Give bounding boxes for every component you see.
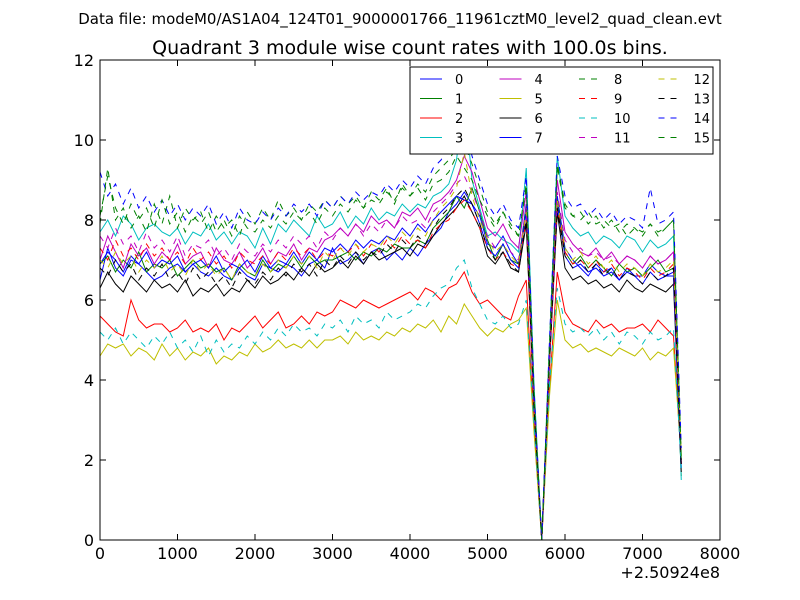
series-line-6 <box>100 194 682 540</box>
legend-label-15: 15 <box>694 132 711 147</box>
legend-label-4: 4 <box>535 73 543 88</box>
legend-label-8: 8 <box>614 73 622 88</box>
legend-label-5: 5 <box>535 93 543 108</box>
x-tick-label: 7000 <box>622 544 663 563</box>
legend-label-14: 14 <box>694 112 711 127</box>
series-line-3 <box>100 95 682 540</box>
legend-label-12: 12 <box>694 73 711 88</box>
legend-box <box>409 66 714 155</box>
legend-label-2: 2 <box>455 112 463 127</box>
y-tick-label: 0 <box>84 531 94 550</box>
y-tick-label: 2 <box>84 451 94 470</box>
legend-label-1: 1 <box>455 93 463 108</box>
legend-label-3: 3 <box>455 132 463 147</box>
series-line-14 <box>100 118 682 540</box>
x-offset-label: +2.50924e8 <box>620 563 720 582</box>
y-tick-label: 10 <box>74 131 94 150</box>
series-line-8 <box>100 154 682 540</box>
axis-ticks: 0 1000 2000 3000 4000 5000 6000 7000 80000246810… <box>74 51 741 563</box>
legend-label-11: 11 <box>614 132 631 147</box>
x-tick-label: 4000 <box>390 544 431 563</box>
legend-label-6: 6 <box>535 112 543 127</box>
y-tick-label: 6 <box>84 291 94 310</box>
x-tick-label: 3000 <box>312 544 353 563</box>
series-line-11 <box>100 175 682 540</box>
x-tick-label: 1000 <box>157 544 198 563</box>
legend-label-7: 7 <box>535 132 543 147</box>
y-tick-label: 8 <box>84 211 94 230</box>
series-line-13 <box>100 187 682 540</box>
series-line-15 <box>100 143 682 540</box>
series-line-7 <box>100 195 682 540</box>
x-tick-label: 2000 <box>235 544 276 563</box>
chart-title: Quadrant 3 module wise count rates with … <box>152 37 668 59</box>
series-line-9 <box>100 199 682 540</box>
legend-label-10: 10 <box>614 112 631 127</box>
series-line-10 <box>100 259 682 540</box>
y-tick-label: 4 <box>84 371 94 390</box>
figure-suptitle: Data file: modeM0/AS1A04_124T01_90000017… <box>78 10 722 29</box>
legend-label-0: 0 <box>455 73 463 88</box>
series-line-5 <box>100 299 682 540</box>
x-tick-label: 6000 <box>545 544 586 563</box>
series-line-0 <box>100 191 682 540</box>
x-tick-label: 0 <box>95 544 105 563</box>
series-line-2 <box>100 270 682 540</box>
x-tick-label: 5000 <box>467 544 508 563</box>
series-line-12 <box>100 151 682 540</box>
x-tick-label: 8000 <box>700 544 741 563</box>
y-tick-label: 12 <box>74 51 94 70</box>
legend-label-13: 13 <box>694 93 711 108</box>
legend-label-9: 9 <box>614 93 622 108</box>
series-layer <box>100 95 682 540</box>
